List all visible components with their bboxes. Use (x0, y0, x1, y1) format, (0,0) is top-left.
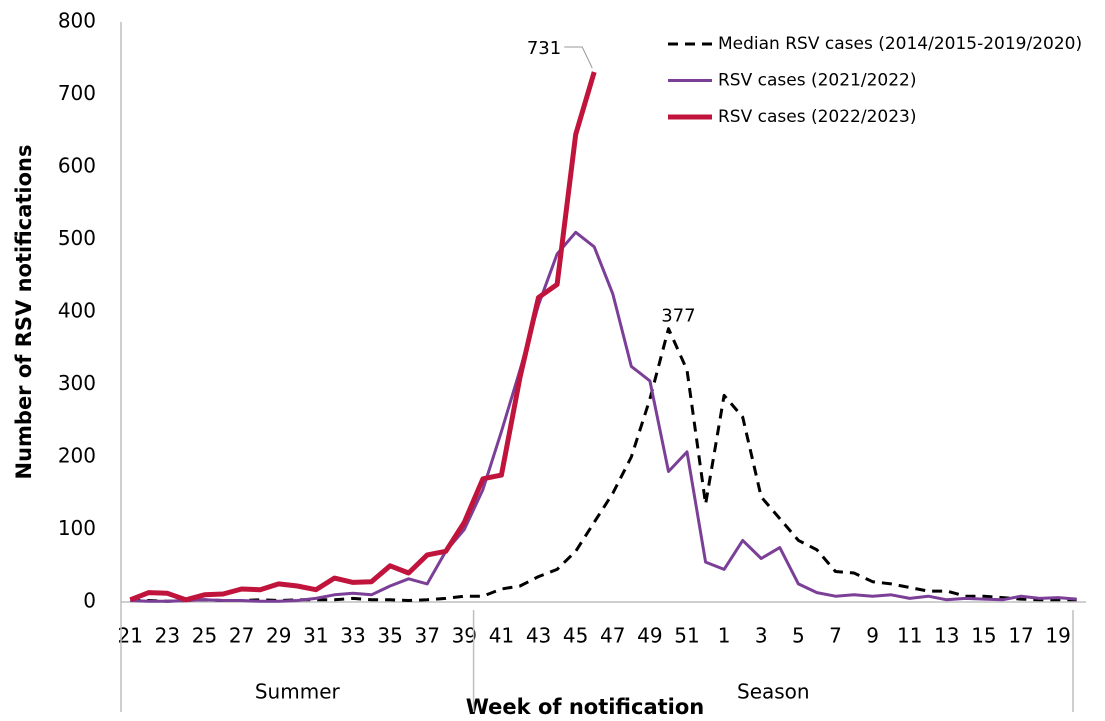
x-tick-label: 33 (340, 624, 365, 648)
x-tick-label: 37 (414, 624, 439, 648)
y-tick-label: 400 (58, 299, 96, 323)
label-leader (564, 46, 593, 69)
x-tick-label: 51 (674, 624, 699, 648)
y-tick-label: 300 (58, 371, 96, 395)
x-tick-label: 39 (452, 624, 477, 648)
x-tick-label: 5 (792, 624, 805, 648)
legend-label: RSV cases (2021/2022) (718, 71, 917, 91)
group-label: Season (737, 680, 810, 704)
legend-label: Median RSV cases (2014/2015-2019/2020) (718, 34, 1082, 54)
series-line (130, 327, 1077, 603)
x-tick-label: 7 (829, 624, 842, 648)
x-tick-label: 49 (637, 624, 662, 648)
x-tick-label: 11 (897, 624, 922, 648)
x-tick-label: 17 (1008, 624, 1033, 648)
legend-label: RSV cases (2022/2023) (718, 107, 917, 127)
x-tick-label: 25 (192, 624, 217, 648)
x-tick-label: 1 (718, 624, 731, 648)
y-tick-label: 100 (58, 516, 96, 540)
x-tick-label: 43 (526, 624, 551, 648)
x-tick-label: 21 (118, 624, 143, 648)
x-tick-label: 15 (971, 624, 996, 648)
x-tick-label: 27 (229, 624, 254, 648)
series-line (130, 230, 1077, 603)
y-tick-label: 600 (58, 154, 96, 178)
x-tick-label: 35 (377, 624, 402, 648)
x-tick-label: 45 (563, 624, 588, 648)
x-tick-label: 47 (600, 624, 625, 648)
x-axis-label: Week of notification (466, 695, 704, 719)
x-tick-label: 9 (866, 624, 879, 648)
y-axis-label: Number of RSV notifications (12, 145, 36, 480)
y-tick-label: 200 (58, 444, 96, 468)
data-label: 377 (661, 306, 695, 327)
x-tick-label: 3 (755, 624, 768, 648)
x-tick-label: 31 (303, 624, 328, 648)
x-tick-label: 29 (266, 624, 291, 648)
data-label: 731 (527, 38, 561, 59)
x-tick-label: 23 (155, 624, 180, 648)
y-tick-label: 0 (83, 589, 96, 613)
x-tick-label: 19 (1045, 624, 1070, 648)
series-line (129, 71, 597, 603)
x-tick-label: 41 (489, 624, 514, 648)
x-tick-label: 13 (934, 624, 959, 648)
group-label: Summer (255, 680, 341, 704)
y-tick-label: 800 (58, 9, 96, 33)
y-tick-label: 500 (58, 226, 96, 250)
y-tick-label: 700 (58, 81, 96, 105)
